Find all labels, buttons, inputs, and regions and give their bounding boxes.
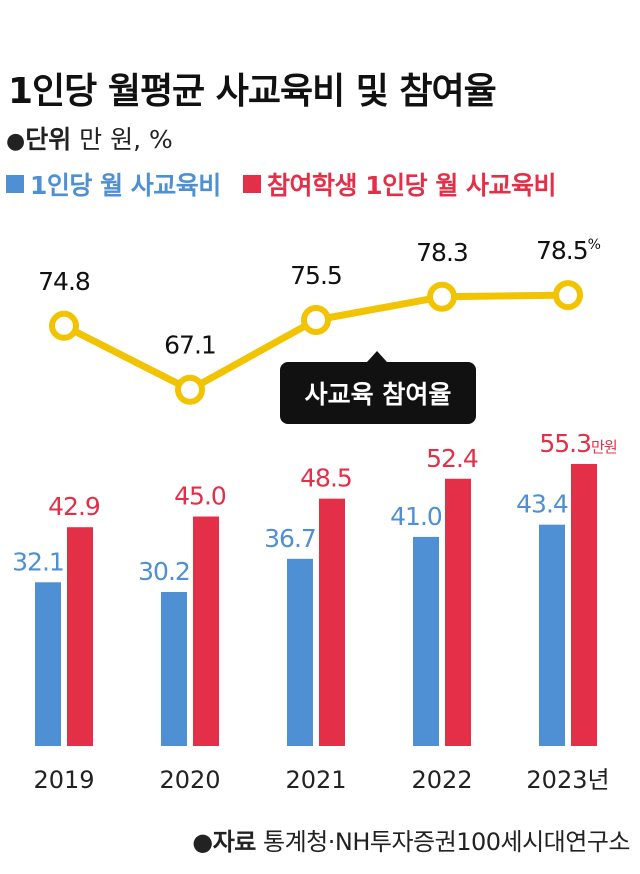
line-data-label: 78.3 xyxy=(416,238,468,267)
bar-participating xyxy=(571,463,597,746)
source-bullet: ● xyxy=(192,828,213,856)
data-label-per-student: 36.7 xyxy=(264,524,316,553)
data-label-participating: 48.5 xyxy=(300,464,352,493)
x-tick-label: 2023년 xyxy=(526,766,609,794)
legend-item-per-student: 1인당 월 사교육비 xyxy=(6,166,221,202)
legend-label-per-student: 1인당 월 사교육비 xyxy=(30,171,221,200)
data-label-per-student: 41.0 xyxy=(390,502,442,531)
line-point xyxy=(49,310,79,341)
line-data-label: 67.1 xyxy=(164,331,216,360)
line-point xyxy=(301,305,331,335)
bar-per-student xyxy=(539,524,565,746)
annotation-pointer xyxy=(367,351,387,362)
unit-value: 만 원, % xyxy=(71,125,173,154)
chart-title: 1인당 월평균 사교육비 및 참여율 xyxy=(8,71,497,112)
bar-participating xyxy=(193,516,219,746)
data-label-participating: 55.3만원 xyxy=(539,429,616,458)
line-data-label: 78.5% xyxy=(536,236,601,265)
line-point xyxy=(175,374,205,405)
x-tick-label: 2019 xyxy=(33,766,94,794)
line-point xyxy=(553,280,583,311)
unit-bullet: ● xyxy=(6,129,26,154)
legend: 1인당 월 사교육비 참여학생 1인당 월 사교육비 xyxy=(6,166,570,202)
x-tick-label: 2021 xyxy=(285,766,346,794)
line-data-label: 74.8 xyxy=(38,267,90,296)
legend-swatch-blue xyxy=(6,175,24,193)
line-point xyxy=(427,281,457,312)
legend-label-participating: 참여학생 1인당 월 사교육비 xyxy=(267,171,557,200)
annotation-label: 사교육 참여율 xyxy=(305,380,452,409)
x-tick-label: 2020 xyxy=(159,766,220,794)
legend-item-participating: 참여학생 1인당 월 사교육비 xyxy=(243,166,557,202)
bar-per-student xyxy=(413,536,439,746)
data-label-per-student: 43.4 xyxy=(516,490,568,519)
data-label-per-student: 32.1 xyxy=(12,547,64,576)
data-label-participating: 45.0 xyxy=(174,482,226,511)
bar-per-student xyxy=(287,558,313,746)
annotation-box xyxy=(280,362,476,424)
x-tick-label: 2022 xyxy=(411,766,472,794)
bar-participating xyxy=(319,498,345,746)
source-value: 통계청·NH투자증권100세시대연구소 xyxy=(255,828,630,856)
data-label-per-student: 30.2 xyxy=(138,557,190,586)
legend-swatch-red xyxy=(243,175,262,193)
source-note: ●자료 통계청·NH투자증권100세시대연구소 xyxy=(192,822,630,857)
data-label-participating: 52.4 xyxy=(426,444,478,473)
data-label-participating: 42.9 xyxy=(48,492,100,521)
bar-per-student xyxy=(35,582,61,746)
bar-participating xyxy=(67,527,93,746)
bar-per-student xyxy=(161,591,187,746)
unit-label: 단위 xyxy=(25,125,72,154)
line-data-label: 75.5 xyxy=(290,261,342,290)
source-label: 자료 xyxy=(212,828,257,856)
unit-note: ●단위 만 원, % xyxy=(6,120,173,156)
bar-participating xyxy=(445,478,471,746)
